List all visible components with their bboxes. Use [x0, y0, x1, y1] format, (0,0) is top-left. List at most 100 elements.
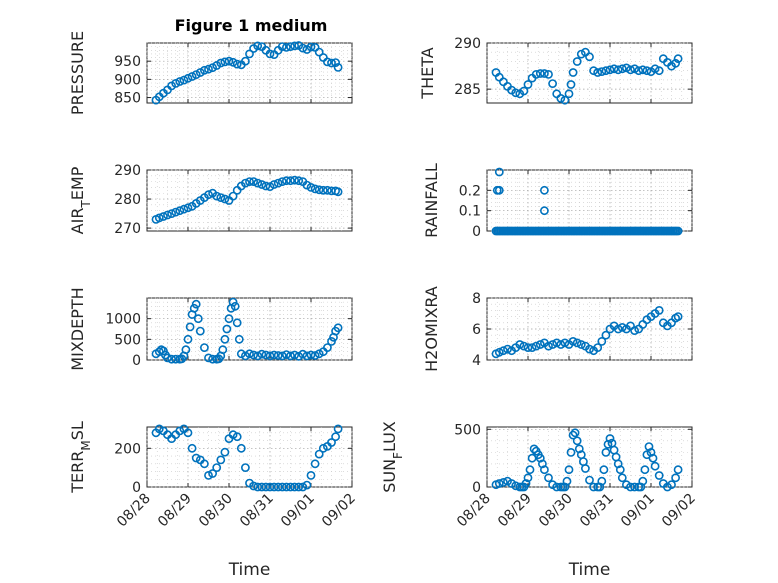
ylabel-0: PRESSURE	[68, 31, 87, 115]
data-point-4-49	[298, 349, 308, 359]
data-point-6-44	[331, 432, 340, 442]
data-point-0-17	[220, 57, 230, 67]
data-point-0-25	[253, 41, 263, 51]
data-point-1-11	[535, 69, 545, 78]
data-point-3-111	[673, 226, 683, 236]
ytick-label-2-1: 280	[114, 192, 141, 208]
data-point-6-21	[236, 443, 246, 453]
data-point-0-12	[199, 65, 209, 75]
axes-5: 4 6 8 H2OMIXRA	[422, 286, 693, 372]
data-point-7-34	[581, 464, 590, 473]
data-point-0-13	[204, 64, 213, 74]
data-point-0-32	[281, 43, 291, 52]
data-point-3-113	[494, 185, 504, 195]
data-point-6-45	[333, 424, 343, 434]
data-point-7-66	[671, 473, 680, 483]
data-point-5-20	[572, 338, 582, 348]
data-point-4-40	[261, 350, 271, 360]
data-point-2-40	[314, 185, 324, 195]
data-point-2-41	[318, 185, 328, 195]
axes-4: 0 500 1000 MIXDEPTH	[68, 287, 353, 371]
data-point-6-22	[240, 463, 250, 472]
data-point-7-67	[673, 465, 683, 475]
data-point-5-3	[503, 344, 512, 354]
ytick-label-5-0: 4	[472, 353, 481, 369]
ytick-label-3-2: 0.2	[459, 183, 481, 199]
data-point-2-17	[220, 194, 230, 204]
ytick-label-2-0: 270	[114, 221, 141, 237]
axes-2: 270 280 290 AIRTEMP	[68, 163, 353, 237]
data-point-5-19	[568, 336, 578, 346]
data-point-4-37	[249, 350, 258, 360]
data-point-2-39	[310, 184, 320, 194]
data-point-4-6	[167, 354, 176, 364]
ytick-label-0-0: 850	[114, 91, 141, 107]
data-point-4-43	[273, 351, 283, 360]
data-point-5-8	[523, 343, 533, 352]
data-point-6-27	[261, 482, 271, 492]
xtick-label-6-5: 09/02	[319, 491, 359, 531]
data-point-0-33	[286, 42, 295, 51]
data-point-7-39	[597, 476, 607, 486]
axes-3: 0 0.1 0.2 RAINFALL	[422, 163, 693, 240]
data-point-2-7	[179, 204, 189, 214]
data-point-2-45	[333, 187, 343, 197]
data-point-2-13	[204, 190, 213, 200]
data-point-4-21	[208, 354, 217, 364]
data-point-2-42	[322, 185, 332, 195]
data-point-1-18	[564, 89, 574, 99]
data-point-0-34	[290, 41, 299, 51]
axes-6: 0 200 08/28 08/29 08/30 08/31 09/01 09/02 Time TE…	[68, 421, 359, 580]
data-point-7-5	[511, 481, 521, 491]
data-point-4-51	[306, 350, 316, 360]
data-point-6-40	[314, 449, 324, 459]
data-point-2-32	[281, 176, 291, 186]
data-point-0-18	[224, 56, 234, 66]
data-point-4-41	[265, 351, 275, 361]
data-point-6-12	[199, 459, 209, 469]
axes-frame-0	[146, 42, 353, 104]
data-point-6-20	[232, 432, 242, 442]
ylabel-3: RAINFALL	[422, 163, 441, 238]
ytick-label-0-2: 950	[114, 54, 141, 70]
data-point-1-36	[634, 66, 644, 76]
xlabel-7: Time	[568, 560, 611, 580]
data-point-6-8	[183, 428, 193, 438]
ytick-label-5-2: 8	[472, 291, 481, 307]
xtick-label-7-3: 08/31	[577, 491, 617, 531]
data-point-1-13	[544, 70, 553, 79]
data-point-6-15	[212, 463, 222, 472]
data-point-0-16	[216, 58, 226, 68]
data-point-1-31	[613, 65, 623, 75]
data-point-0-31	[277, 42, 287, 51]
xlabel-6: Time	[228, 560, 271, 580]
xtick-label-6-4: 09/01	[278, 491, 318, 531]
data-point-0-19	[228, 57, 238, 67]
data-point-2-16	[216, 193, 226, 202]
data-point-4-13	[185, 322, 195, 332]
data-point-2-30	[273, 178, 283, 188]
ytick-label-0-1: 900	[114, 72, 141, 88]
data-point-4-7	[171, 354, 181, 364]
ytick-label-7-0: 0	[472, 480, 481, 496]
data-point-4-20	[204, 353, 213, 363]
data-point-7-41	[601, 447, 611, 457]
data-point-2-8	[183, 203, 193, 213]
data-point-6-32	[281, 482, 291, 492]
axes-frame-2	[146, 169, 353, 232]
data-point-4-52	[310, 351, 320, 360]
data-point-6-37	[302, 480, 312, 490]
data-point-5-26	[597, 336, 607, 346]
data-point-5-2	[498, 346, 508, 356]
data-point-5-23	[585, 344, 594, 354]
data-point-7-21	[552, 482, 562, 492]
data-point-6-33	[286, 482, 295, 492]
data-point-2-25	[253, 178, 263, 188]
data-point-1-25	[589, 66, 598, 76]
data-point-7-2	[498, 477, 508, 487]
data-point-4-46	[286, 351, 295, 361]
data-point-6-6	[175, 426, 185, 436]
data-point-0-23	[245, 49, 254, 59]
data-point-5-17	[560, 338, 570, 348]
figure-title: Figure 1 medium	[175, 16, 328, 35]
